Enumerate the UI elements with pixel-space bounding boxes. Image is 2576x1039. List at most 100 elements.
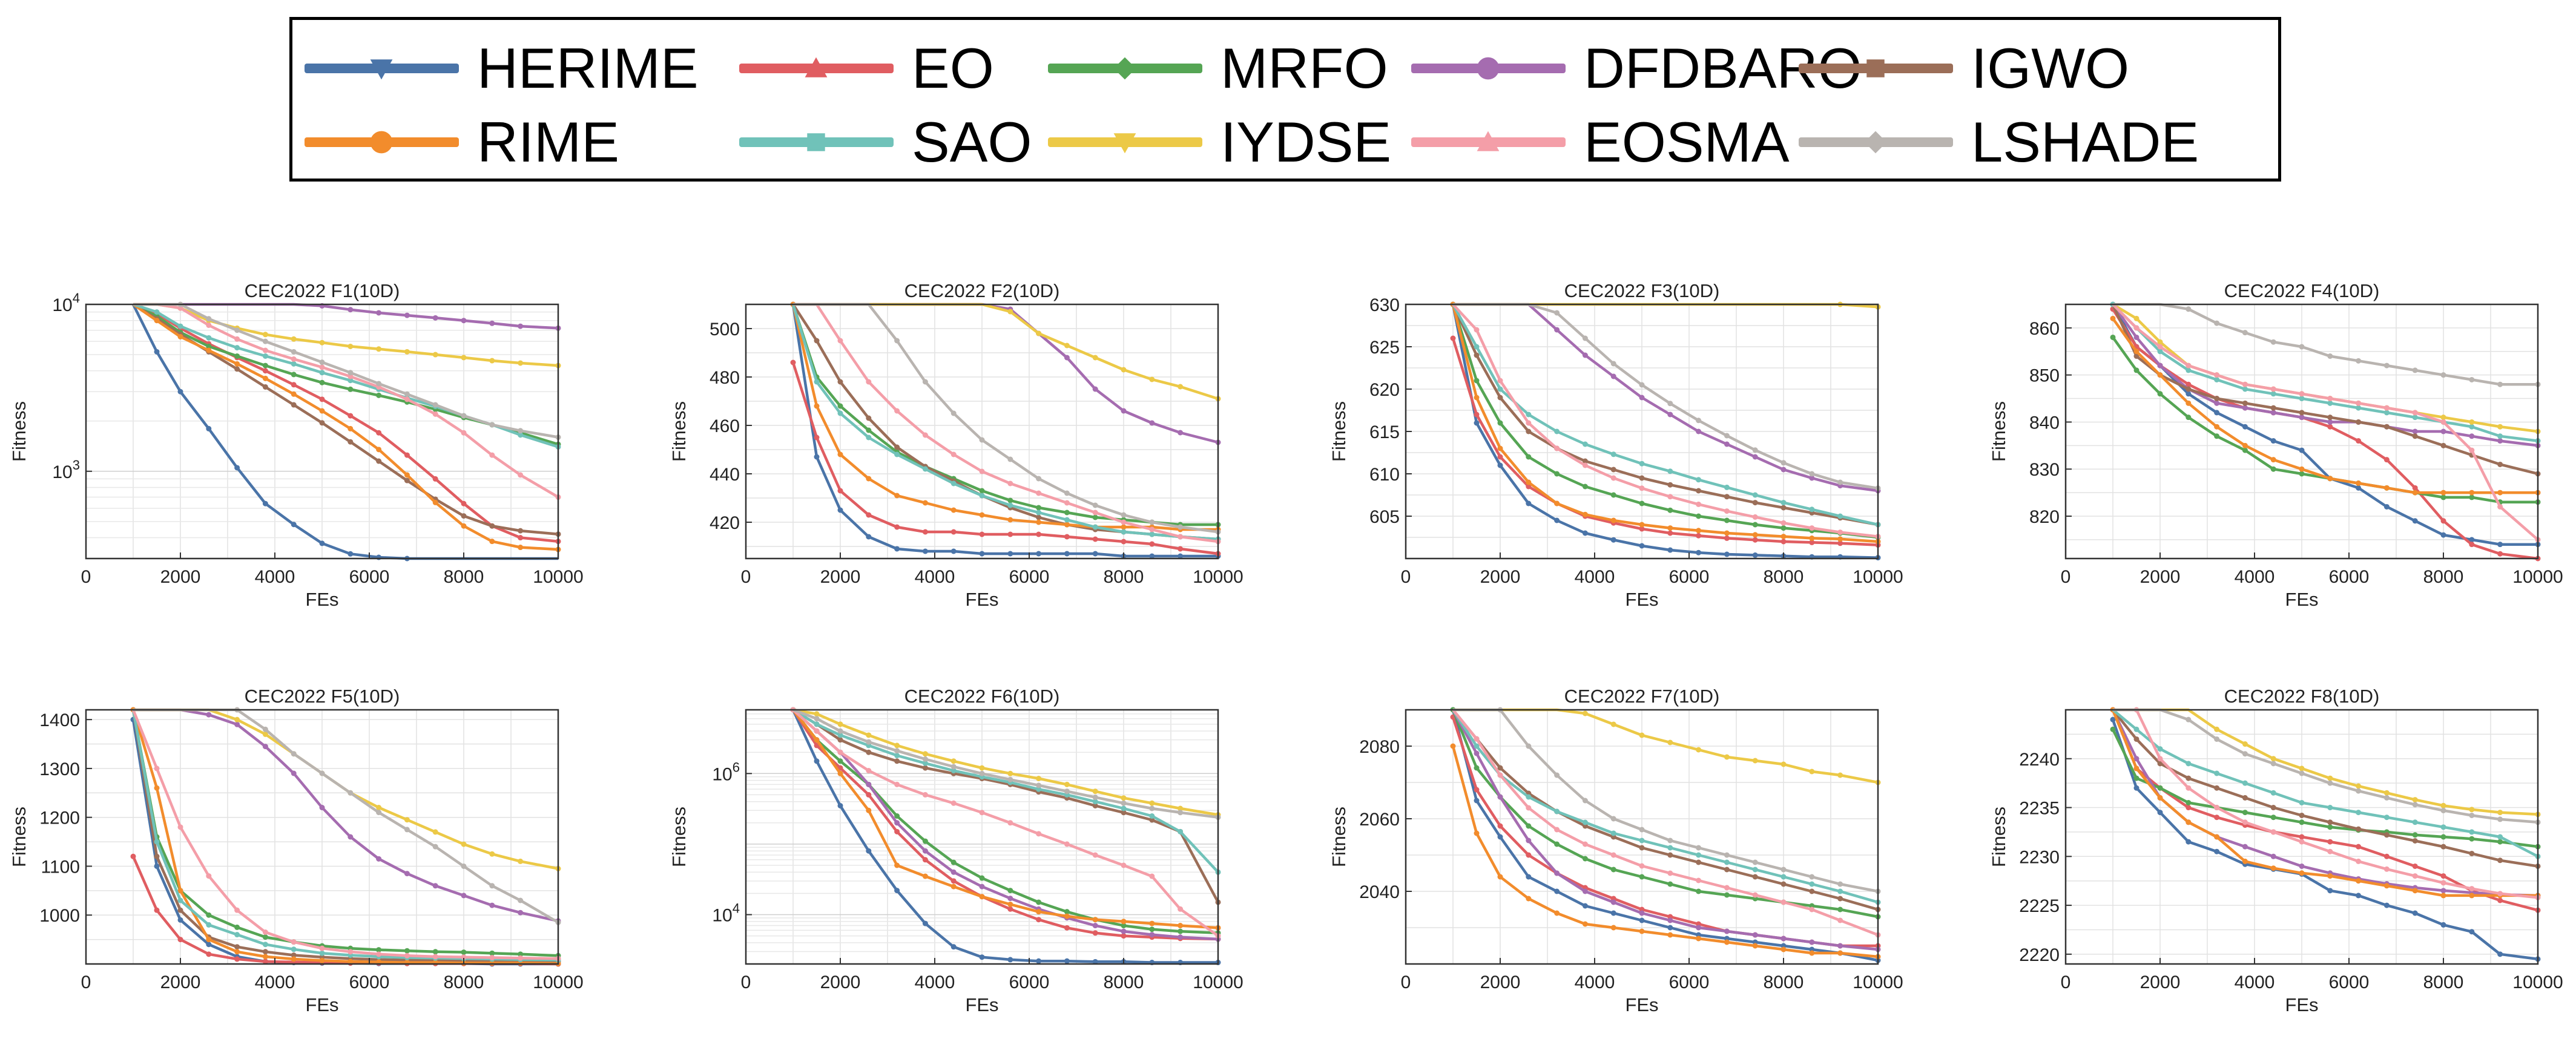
legend: HERIME EO MRFO DFDBARO IGWO RIME SAO IYDSE EOSMA… — [289, 17, 2281, 182]
x-tick-label: 10000 — [1853, 972, 1903, 992]
data-point — [866, 848, 872, 854]
series-eosma — [2112, 303, 2541, 543]
data-point — [2133, 765, 2140, 772]
data-point — [1696, 533, 1702, 539]
data-point — [1178, 906, 1184, 912]
data-point — [1092, 510, 1098, 516]
data-point — [1121, 928, 1127, 934]
data-point — [1007, 820, 1013, 826]
data-point — [234, 353, 240, 359]
data-point — [1696, 845, 1702, 851]
data-point — [2412, 428, 2418, 434]
data-point — [1837, 881, 1843, 887]
data-point — [2440, 415, 2446, 421]
data-point — [2214, 400, 2220, 406]
data-point — [1639, 382, 1645, 388]
data-point — [2412, 367, 2418, 373]
data-point — [319, 364, 325, 370]
y-tick-base: 10 — [712, 906, 732, 926]
y-tick-label: 615 — [1369, 422, 1400, 442]
data-point — [1474, 420, 1480, 426]
y-axis-label: Fitness — [1328, 401, 1349, 462]
data-point — [1780, 505, 1787, 511]
data-point — [894, 451, 900, 457]
data-point — [1007, 888, 1013, 894]
data-point — [1178, 553, 1184, 559]
data-point — [348, 386, 354, 392]
x-tick-label: 4000 — [255, 972, 295, 992]
data-point — [1092, 930, 1098, 936]
data-point — [866, 807, 872, 813]
data-point — [2186, 775, 2192, 781]
data-point — [2356, 358, 2362, 364]
data-point — [1092, 852, 1098, 858]
data-point — [1474, 765, 1480, 771]
data-point — [1178, 934, 1184, 940]
data-point — [461, 863, 467, 869]
data-point — [1837, 536, 1843, 542]
data-point — [2440, 494, 2446, 500]
data-point — [1582, 888, 1588, 894]
data-point — [2412, 873, 2418, 879]
data-point — [1752, 454, 1758, 460]
data-point — [348, 959, 354, 965]
data-point — [1667, 468, 1673, 474]
legend-marker-diamond-icon — [1864, 131, 1887, 154]
data-point — [1149, 553, 1155, 559]
data-point — [177, 917, 183, 923]
data-point — [837, 802, 843, 808]
data-point — [2214, 785, 2220, 791]
data-point — [1036, 514, 1042, 520]
data-point — [291, 382, 297, 388]
data-point — [2299, 396, 2305, 402]
data-point — [206, 922, 212, 928]
data-point — [2270, 405, 2276, 411]
y-tick-label: 1100 — [41, 857, 80, 877]
data-point — [922, 848, 928, 854]
data-point — [262, 362, 268, 369]
data-point — [1752, 874, 1758, 880]
data-point — [432, 844, 438, 850]
data-point — [1064, 500, 1070, 506]
data-point — [404, 452, 410, 458]
data-point — [177, 888, 183, 894]
data-point — [262, 353, 268, 359]
data-point — [1178, 430, 1184, 436]
series-line — [131, 709, 559, 965]
data-point — [461, 893, 467, 899]
data-point — [262, 368, 268, 374]
data-point — [206, 951, 212, 957]
y-tick-label: 2225 — [2019, 896, 2060, 916]
data-point — [1780, 539, 1787, 545]
data-point — [2242, 780, 2248, 786]
data-point — [1582, 798, 1588, 804]
data-point — [1007, 770, 1013, 776]
data-point — [2133, 756, 2140, 762]
data-point — [2186, 805, 2192, 811]
data-point — [518, 535, 524, 541]
data-point — [979, 883, 985, 890]
data-point — [1780, 946, 1787, 952]
data-point — [1526, 454, 1532, 460]
data-point — [1526, 852, 1532, 858]
y-tick-base: 10 — [52, 295, 72, 315]
x-axis-label: FEs — [1625, 994, 1658, 1015]
series-line — [1451, 709, 1879, 919]
data-point — [922, 857, 928, 863]
data-point — [348, 834, 354, 840]
data-point — [1064, 490, 1070, 496]
data-point — [894, 524, 900, 530]
x-axis-label: FEs — [1625, 589, 1658, 610]
x-tick-label: 4000 — [915, 567, 955, 587]
data-point — [950, 859, 957, 865]
data-point — [1036, 476, 1042, 482]
data-point — [837, 451, 843, 457]
series-rime — [1450, 743, 1881, 960]
data-point — [950, 548, 957, 554]
data-point — [1752, 537, 1758, 543]
data-point — [404, 396, 410, 402]
data-point — [291, 946, 297, 952]
data-point — [262, 338, 268, 344]
data-point — [2383, 795, 2390, 801]
data-point — [2133, 367, 2140, 373]
